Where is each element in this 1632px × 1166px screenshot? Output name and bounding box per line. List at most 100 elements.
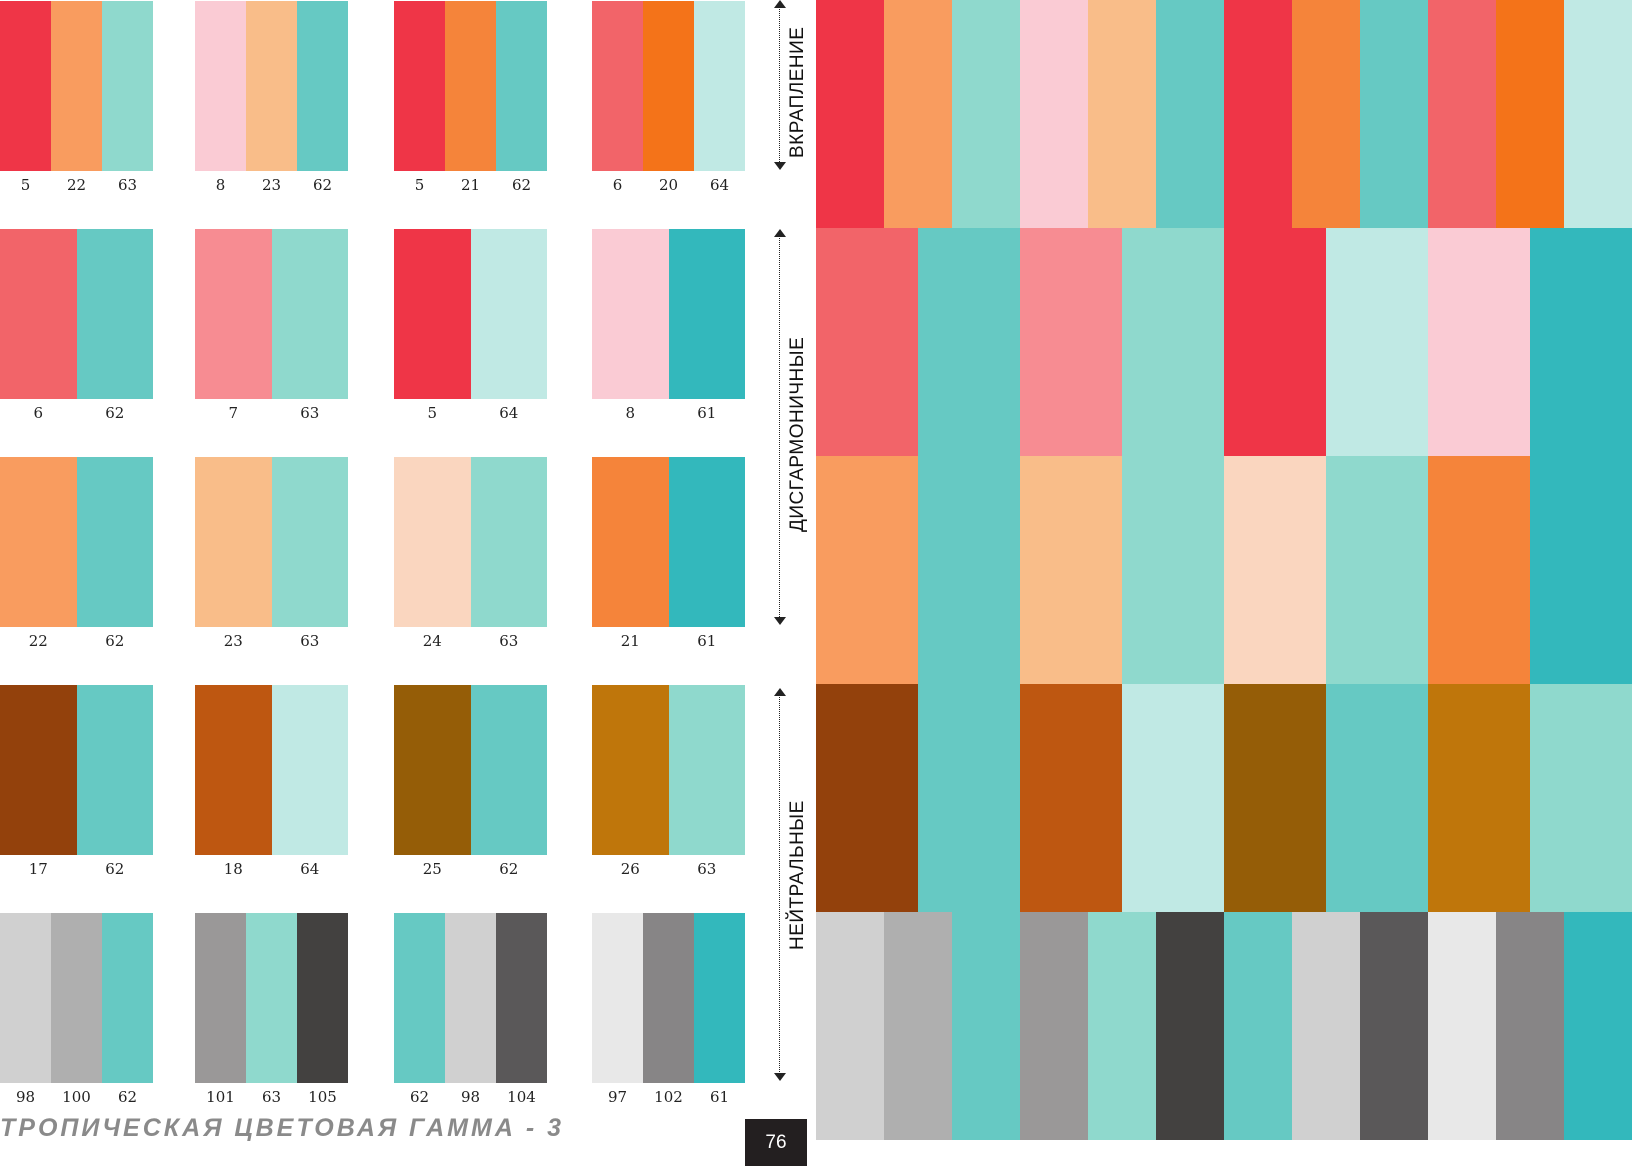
large-panel-cell [816,912,884,1140]
large-panel-row [816,684,1632,912]
swatch-number: 5 [20,176,31,194]
swatch-card: 6 62 [0,229,153,422]
swatch-number: 6 [612,176,623,194]
swatch-color-block [246,1,297,171]
neutral-arrow-up-icon [774,688,786,696]
swatch-color-row [0,457,153,627]
swatch-color-block [470,457,547,627]
large-panel-row [816,228,1632,456]
swatch-card: 21 61 [592,457,745,650]
large-panel-cell [1428,684,1530,912]
swatch-card: 23 63 [195,457,348,650]
swatch-color-row [592,229,745,399]
large-panel-cell [1530,228,1632,456]
swatch-number: 5 [427,404,438,422]
swatch-card: 8 61 [592,229,745,422]
large-panel-cell [1020,0,1088,228]
swatch-number: 8 [625,404,636,422]
swatch-color-block [445,1,496,171]
swatch-number: 61 [697,632,717,650]
swatch-color-block [592,229,669,399]
swatch-number-row: 22 62 [0,632,153,650]
swatch-card: 18 64 [195,685,348,878]
swatch-color-block [394,1,445,171]
swatch-number: 101 [206,1088,235,1106]
large-panel-cell [1530,684,1632,912]
disharmonic-arrow-down-icon [774,617,786,625]
swatch-number: 24 [422,632,442,650]
swatch-number: 62 [117,1088,138,1106]
swatch-number: 17 [28,860,48,878]
swatch-number-row: 6 62 [0,404,153,422]
large-panel-cell [1224,228,1326,456]
large-panel-cell [918,684,1020,912]
swatch-number: 63 [300,404,320,422]
large-panel-cell [1292,0,1360,228]
large-panel-cell [1428,456,1530,684]
large-panel-cell [1224,456,1326,684]
swatch-number: 62 [312,176,333,194]
large-panel-cell [1122,228,1224,456]
swatch-number-row: 18 64 [195,860,348,878]
large-panel-cell [816,684,918,912]
swatch-color-block [394,685,471,855]
swatch-color-block [694,913,745,1083]
large-panel-cell [1088,0,1156,228]
swatch-color-row [592,685,745,855]
swatch-card: 62 98 104 [394,913,547,1106]
inclusion-arrow-down-icon [774,162,786,170]
swatch-number: 62 [105,632,125,650]
swatch-color-row [195,229,348,399]
swatch-number: 8 [215,176,226,194]
swatch-card: 26 63 [592,685,745,878]
swatch-color-block [394,913,445,1083]
disharmonic-arrow-line [779,235,780,621]
swatch-color-row [592,1,745,171]
swatch-number-row: 24 63 [394,632,547,650]
swatch-card: 22 62 [0,457,153,650]
large-panel-cell [1156,912,1224,1140]
swatch-color-block [470,685,547,855]
swatch-card: 5 64 [394,229,547,422]
inclusion-label: ВКРАПЛЕНИЕ [787,26,808,158]
large-panel-cell [1326,228,1428,456]
large-panel-cell [1564,912,1632,1140]
neutral-label: НЕЙТРАЛЬНЫЕ [787,800,808,950]
large-panel-cell [918,456,1020,684]
swatch-color-block [195,229,272,399]
swatch-color-block [394,229,471,399]
swatch-number: 63 [499,632,519,650]
swatch-color-block [592,457,669,627]
swatch-color-block [102,1,153,171]
swatch-color-block [0,457,77,627]
swatch-color-block [445,913,496,1083]
swatch-number: 98 [15,1088,36,1106]
swatch-color-block [195,1,246,171]
large-panel-cell [1428,0,1496,228]
swatch-card: 5 22 63 [0,1,153,194]
swatch-color-row [394,913,547,1083]
swatch-color-block [643,913,694,1083]
swatch-number: 63 [117,176,138,194]
swatch-color-block [592,685,669,855]
large-panel-cell [884,912,952,1140]
disharmonic-arrow-up-icon [774,229,786,237]
swatch-number-row: 7 63 [195,404,348,422]
swatch-color-block [0,229,77,399]
large-panel-cell [816,0,884,228]
swatch-color-block [102,913,153,1083]
swatch-number: 21 [460,176,481,194]
swatch-color-block [195,457,272,627]
swatch-number: 23 [261,176,282,194]
swatch-color-block [0,913,51,1083]
swatch-number-row: 5 64 [394,404,547,422]
swatch-color-block [51,1,102,171]
large-panel-cell [1360,0,1428,228]
large-panel-row [816,0,1632,228]
swatch-color-row [195,1,348,171]
large-panel-cell [1224,912,1292,1140]
large-panel-cell [1088,912,1156,1140]
swatch-number: 20 [658,176,679,194]
swatch-number: 62 [105,404,125,422]
swatch-number: 97 [607,1088,628,1106]
